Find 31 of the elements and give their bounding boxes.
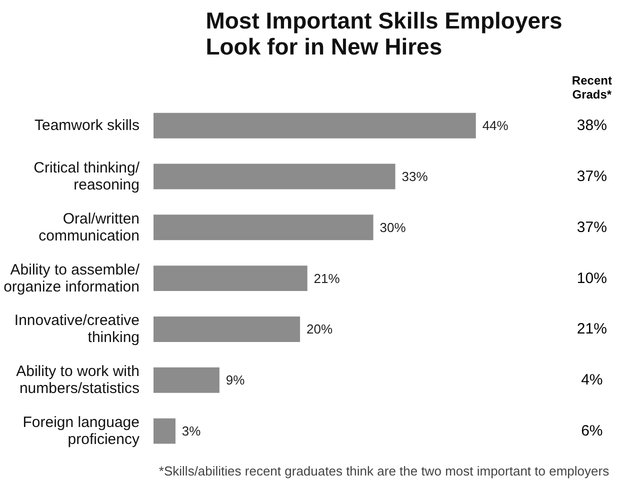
text: Recent Grads*: [572, 73, 612, 102]
bar: [154, 367, 220, 393]
bar: [154, 418, 176, 444]
text: 21%: [576, 320, 607, 338]
y-tick-label: Critical thinking/ reasoning: [34, 160, 140, 194]
data-label: 33%: [402, 169, 428, 184]
y-tick-label: Oral/written communication: [38, 210, 140, 244]
chart-title: Most Important Skills Employers Look for in New Hires: [206, 8, 562, 60]
y-tick-label: Ability to assemble/ organize information: [4, 261, 140, 296]
y-tick-label: Ability to work with numbers/statistics: [16, 363, 140, 398]
text: *Skills/abilities recent graduates think are the two most important to employers: [158, 464, 610, 478]
bar: [154, 112, 476, 138]
data-label: 20%: [306, 322, 333, 337]
text: 10%: [576, 270, 607, 287]
bar: [154, 164, 396, 190]
data-label: 44%: [482, 118, 509, 134]
y-tick-label: Innovative/creative thinking: [14, 312, 140, 346]
bar: [154, 316, 300, 342]
bar: [154, 266, 308, 292]
text: 38%: [576, 117, 607, 134]
y-tick-label: Teamwork skills: [34, 117, 140, 134]
data-label: 21%: [314, 270, 340, 286]
text: 37%: [576, 168, 607, 185]
data-label: 3%: [182, 424, 202, 439]
y-tick-label: Foreign language proficiency: [22, 414, 140, 448]
bar: [154, 214, 374, 240]
text: 37%: [576, 218, 607, 236]
data-label: 9%: [226, 372, 246, 388]
data-label: 30%: [380, 220, 406, 235]
text: 4%: [581, 372, 603, 389]
text: 6%: [581, 422, 603, 440]
